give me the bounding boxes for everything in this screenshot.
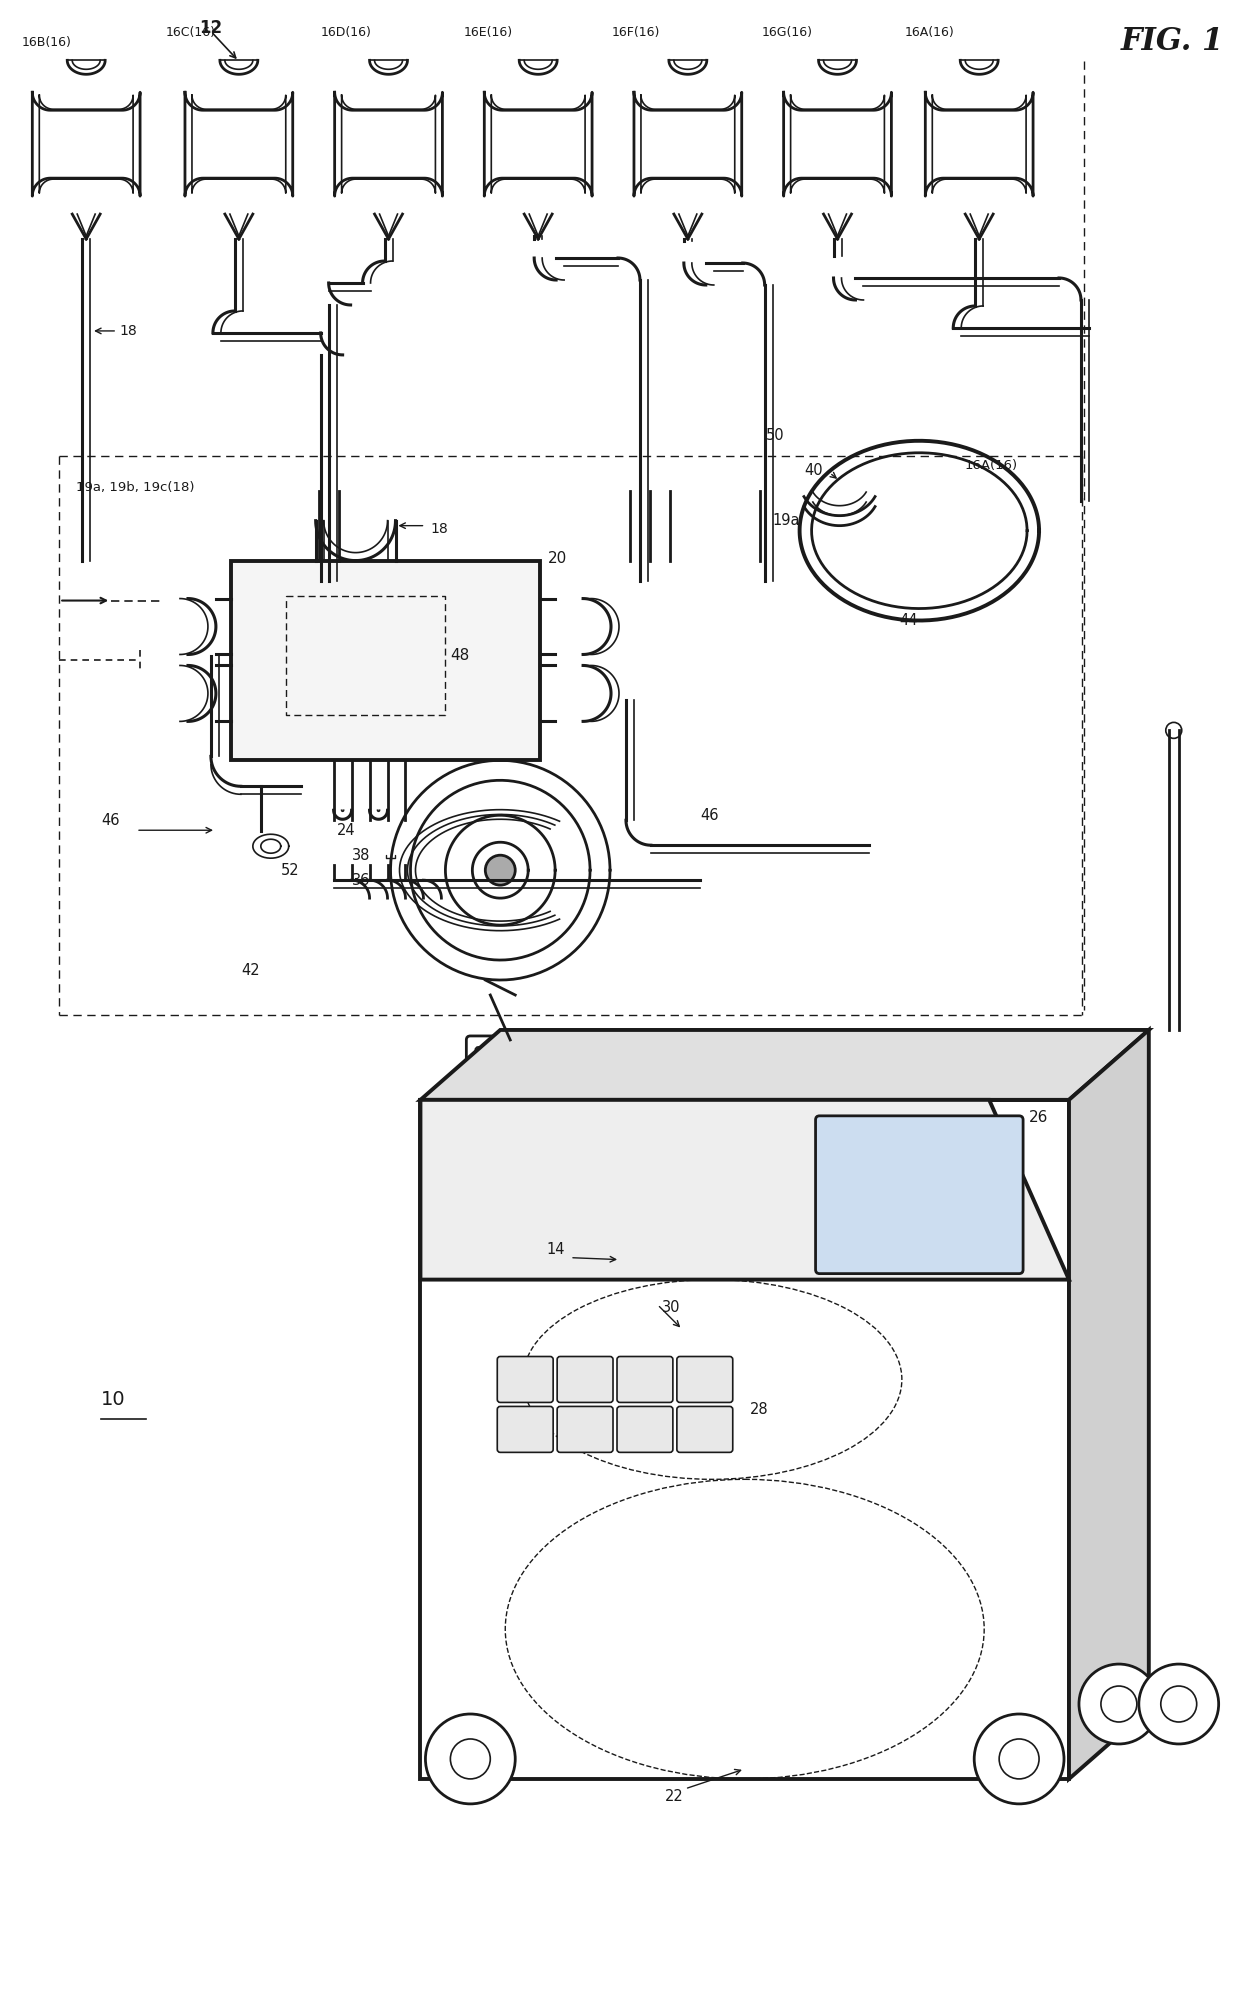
Text: 16D(16): 16D(16) [321, 26, 372, 40]
Text: 14: 14 [547, 1242, 565, 1258]
Text: 19a: 19a [773, 513, 800, 527]
Text: 16B(16): 16B(16) [21, 36, 71, 50]
Text: FIG. 1: FIG. 1 [1121, 26, 1224, 58]
Text: 50: 50 [765, 427, 784, 443]
Text: 10: 10 [102, 1390, 125, 1410]
Circle shape [1101, 1685, 1137, 1721]
Text: 20: 20 [548, 551, 568, 565]
FancyBboxPatch shape [497, 1356, 553, 1402]
Text: 24: 24 [337, 823, 356, 837]
Circle shape [1166, 723, 1182, 739]
Circle shape [1079, 1664, 1159, 1743]
Text: 16A(16): 16A(16) [904, 26, 954, 40]
Text: 19a, 19b, 19c(18): 19a, 19b, 19c(18) [76, 481, 195, 493]
Text: 38: 38 [352, 847, 371, 863]
FancyBboxPatch shape [557, 1356, 613, 1402]
FancyBboxPatch shape [816, 1116, 1023, 1274]
Text: 40: 40 [805, 463, 823, 477]
Text: 26: 26 [1029, 1110, 1049, 1124]
Text: 44: 44 [899, 613, 918, 627]
Circle shape [425, 1713, 516, 1803]
FancyBboxPatch shape [497, 1406, 553, 1452]
FancyBboxPatch shape [618, 1356, 673, 1402]
Text: 28: 28 [750, 1402, 769, 1418]
Circle shape [485, 855, 516, 885]
Text: 16G(16): 16G(16) [761, 26, 812, 40]
FancyBboxPatch shape [677, 1356, 733, 1402]
Polygon shape [420, 1100, 1069, 1779]
Text: 30: 30 [662, 1300, 681, 1314]
Text: 16A(16): 16A(16) [965, 459, 1017, 471]
Text: 42: 42 [241, 963, 259, 979]
Circle shape [450, 1739, 490, 1779]
FancyBboxPatch shape [677, 1406, 733, 1452]
Text: 48: 48 [450, 647, 470, 663]
FancyBboxPatch shape [618, 1406, 673, 1452]
FancyBboxPatch shape [475, 1046, 526, 1112]
Text: 16E(16): 16E(16) [464, 26, 512, 40]
Text: 52: 52 [280, 863, 299, 877]
Circle shape [975, 1713, 1064, 1803]
Text: 12: 12 [198, 20, 222, 38]
Text: 36: 36 [352, 873, 371, 887]
Text: 16F(16): 16F(16) [613, 26, 661, 40]
FancyBboxPatch shape [557, 1406, 613, 1452]
Polygon shape [420, 1030, 1148, 1100]
Circle shape [1161, 1685, 1197, 1721]
Bar [231, 561, 541, 761]
Circle shape [1138, 1664, 1219, 1743]
Text: 22: 22 [665, 1789, 683, 1803]
Text: 46: 46 [699, 807, 718, 823]
Polygon shape [1069, 1030, 1148, 1779]
Circle shape [999, 1739, 1039, 1779]
Text: 16C(16): 16C(16) [166, 26, 216, 40]
Text: 46: 46 [102, 813, 120, 827]
Text: 18: 18 [119, 324, 136, 337]
FancyBboxPatch shape [466, 1036, 534, 1124]
Polygon shape [420, 1100, 1069, 1280]
Text: 18: 18 [430, 521, 448, 535]
